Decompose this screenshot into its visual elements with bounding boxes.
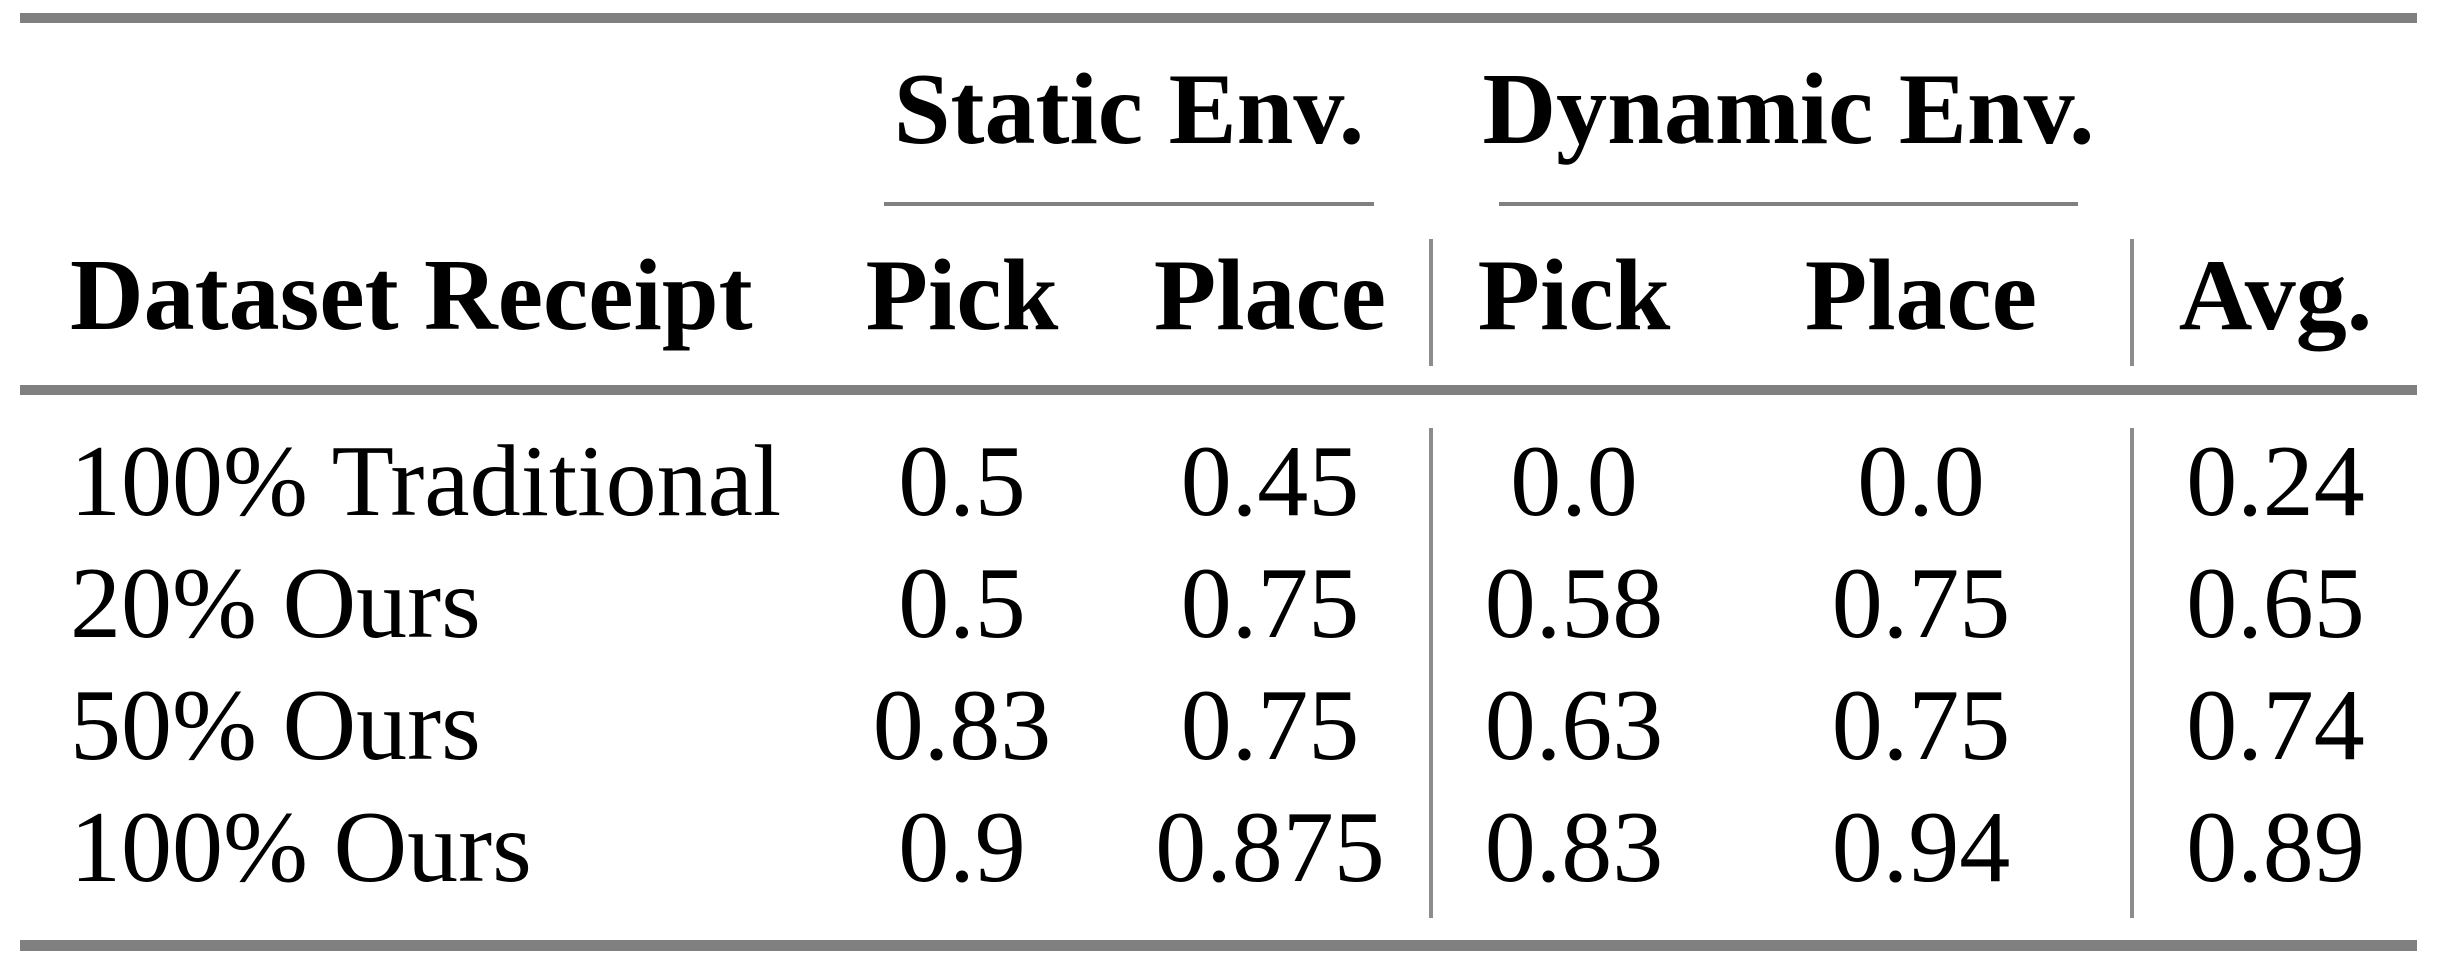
column-header-dataset-receipt: Dataset Receipt — [70, 239, 753, 352]
cell-static-place: 0.75 — [1180, 669, 1360, 782]
cell-dynamic-pick: 0.83 — [1484, 791, 1664, 904]
column-header-dynamic-pick: Pick — [1477, 239, 1671, 352]
cell-static-pick: 0.83 — [872, 669, 1052, 782]
cell-dynamic-pick: 0.58 — [1484, 547, 1664, 660]
row-label: 100% Ours — [70, 791, 532, 904]
cell-dynamic-place: 0.75 — [1831, 547, 2011, 660]
row-label: 100% Traditional — [70, 425, 782, 538]
cell-static-pick: 0.9 — [898, 791, 1026, 904]
vertical-separator-2-body — [2130, 428, 2134, 918]
column-header-row: Dataset Receipt Pick Place Pick Place Av… — [20, 207, 2417, 385]
vertical-separator-2-header — [2130, 239, 2134, 366]
table-row: 100% Ours 0.9 0.875 0.83 0.94 0.89 — [20, 787, 2417, 909]
cell-dynamic-pick: 0.63 — [1484, 669, 1664, 782]
vertical-separator-1-header — [1429, 239, 1433, 366]
column-header-dynamic-place: Place — [1804, 239, 2038, 352]
column-header-static-pick: Pick — [865, 239, 1059, 352]
cell-dynamic-place: 0.75 — [1831, 669, 2011, 782]
cell-dynamic-place: 0.94 — [1831, 791, 2011, 904]
cell-avg: 0.89 — [2186, 791, 2365, 904]
cell-avg: 0.65 — [2186, 547, 2365, 660]
cell-avg: 0.24 — [2186, 425, 2365, 538]
cell-avg: 0.74 — [2186, 669, 2365, 782]
table-row: 50% Ours 0.83 0.75 0.63 0.75 0.74 — [20, 665, 2417, 787]
table-top-rule — [20, 13, 2417, 23]
column-header-static-place: Place — [1153, 239, 1387, 352]
table-body: 100% Traditional 0.5 0.45 0.0 0.0 0.24 2… — [20, 421, 2417, 909]
cell-static-place: 0.75 — [1180, 547, 1360, 660]
group-header-dynamic-env: Dynamic Env. — [1482, 52, 2095, 166]
table-mid-rule — [20, 385, 2417, 395]
cell-static-place: 0.45 — [1180, 425, 1360, 538]
row-label: 20% Ours — [70, 547, 481, 660]
cmidrule-static-env — [884, 202, 1374, 206]
table-row: 100% Traditional 0.5 0.45 0.0 0.0 0.24 — [20, 421, 2417, 543]
cell-dynamic-pick: 0.0 — [1510, 425, 1638, 538]
vertical-separator-1-body — [1429, 428, 1433, 918]
table-bottom-rule — [20, 940, 2417, 951]
cmidrule-dynamic-env — [1499, 202, 2078, 206]
cell-static-place: 0.875 — [1155, 791, 1385, 904]
cell-static-pick: 0.5 — [898, 425, 1026, 538]
column-header-avg: Avg. — [2178, 239, 2373, 352]
table-row: 20% Ours 0.5 0.75 0.58 0.75 0.65 — [20, 543, 2417, 665]
row-label: 50% Ours — [70, 669, 481, 782]
group-header-static-env: Static Env. — [893, 52, 1365, 166]
cell-static-pick: 0.5 — [898, 547, 1026, 660]
cell-dynamic-place: 0.0 — [1857, 425, 1985, 538]
